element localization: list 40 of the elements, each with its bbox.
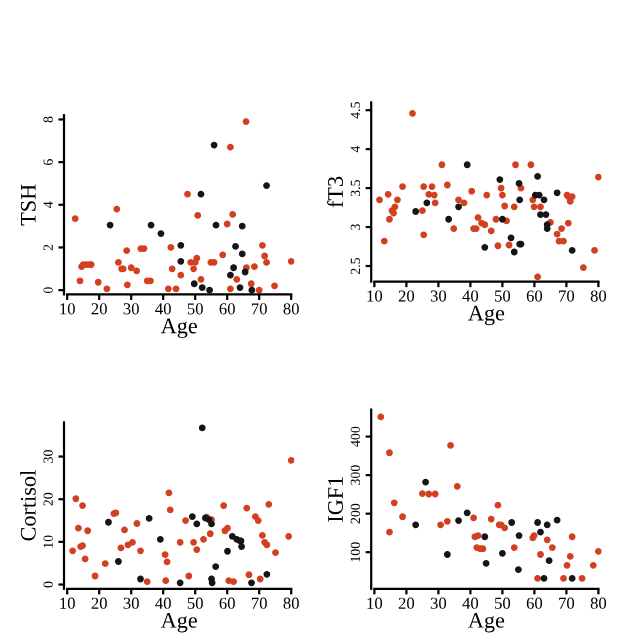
- x-axis-title: Age: [468, 305, 505, 326]
- x-tick-label: 10: [367, 597, 383, 609]
- x-tick-label: 70: [251, 303, 267, 315]
- x-tick-label: 20: [91, 303, 107, 315]
- x-tick-label: 80: [590, 597, 607, 609]
- x-tick-label: 30: [430, 290, 447, 302]
- x-tick-label: 10: [60, 597, 75, 609]
- x-tick-label: 80: [283, 597, 299, 609]
- x-tick-label: 20: [398, 290, 415, 302]
- x-tick-label: 40: [155, 303, 171, 315]
- x-tick-label: 20: [91, 597, 107, 609]
- x-tick-label: 80: [590, 290, 607, 302]
- x-tick-label: 50: [187, 303, 203, 315]
- x-tick-label: 70: [559, 290, 575, 302]
- y-axis-title: TSH: [20, 184, 36, 226]
- x-tick-label: 60: [219, 303, 235, 315]
- x-axis-title: Age: [160, 612, 197, 633]
- x-tick-label: 50: [495, 597, 511, 609]
- x-tick-label: 30: [430, 597, 447, 609]
- y-axis-title: fT3: [327, 176, 343, 208]
- y-axis-title: Cortisol: [20, 470, 36, 541]
- x-tick-label: 10: [367, 290, 383, 302]
- x-tick-label: 60: [526, 290, 543, 302]
- y-axis-title: IGF1: [328, 477, 343, 522]
- x-tick-label: 60: [219, 597, 235, 609]
- x-tick-label: 10: [60, 303, 75, 315]
- x-tick-label: 80: [283, 303, 299, 315]
- x-tick-label: 50: [187, 597, 203, 609]
- x-tick-label: 30: [123, 303, 139, 315]
- x-tick-label: 70: [559, 597, 575, 609]
- x-tick-label: 30: [123, 597, 139, 609]
- x-tick-label: 60: [526, 597, 543, 609]
- x-tick-label: 40: [462, 290, 479, 302]
- x-tick-label: 70: [251, 597, 267, 609]
- x-tick-label: 40: [155, 597, 171, 609]
- x-axis-title: Age: [160, 318, 197, 338]
- x-tick-label: 50: [495, 290, 511, 302]
- x-axis-title: Age: [468, 612, 505, 633]
- x-tick-label: 40: [462, 597, 479, 609]
- x-tick-label: 20: [398, 597, 415, 609]
